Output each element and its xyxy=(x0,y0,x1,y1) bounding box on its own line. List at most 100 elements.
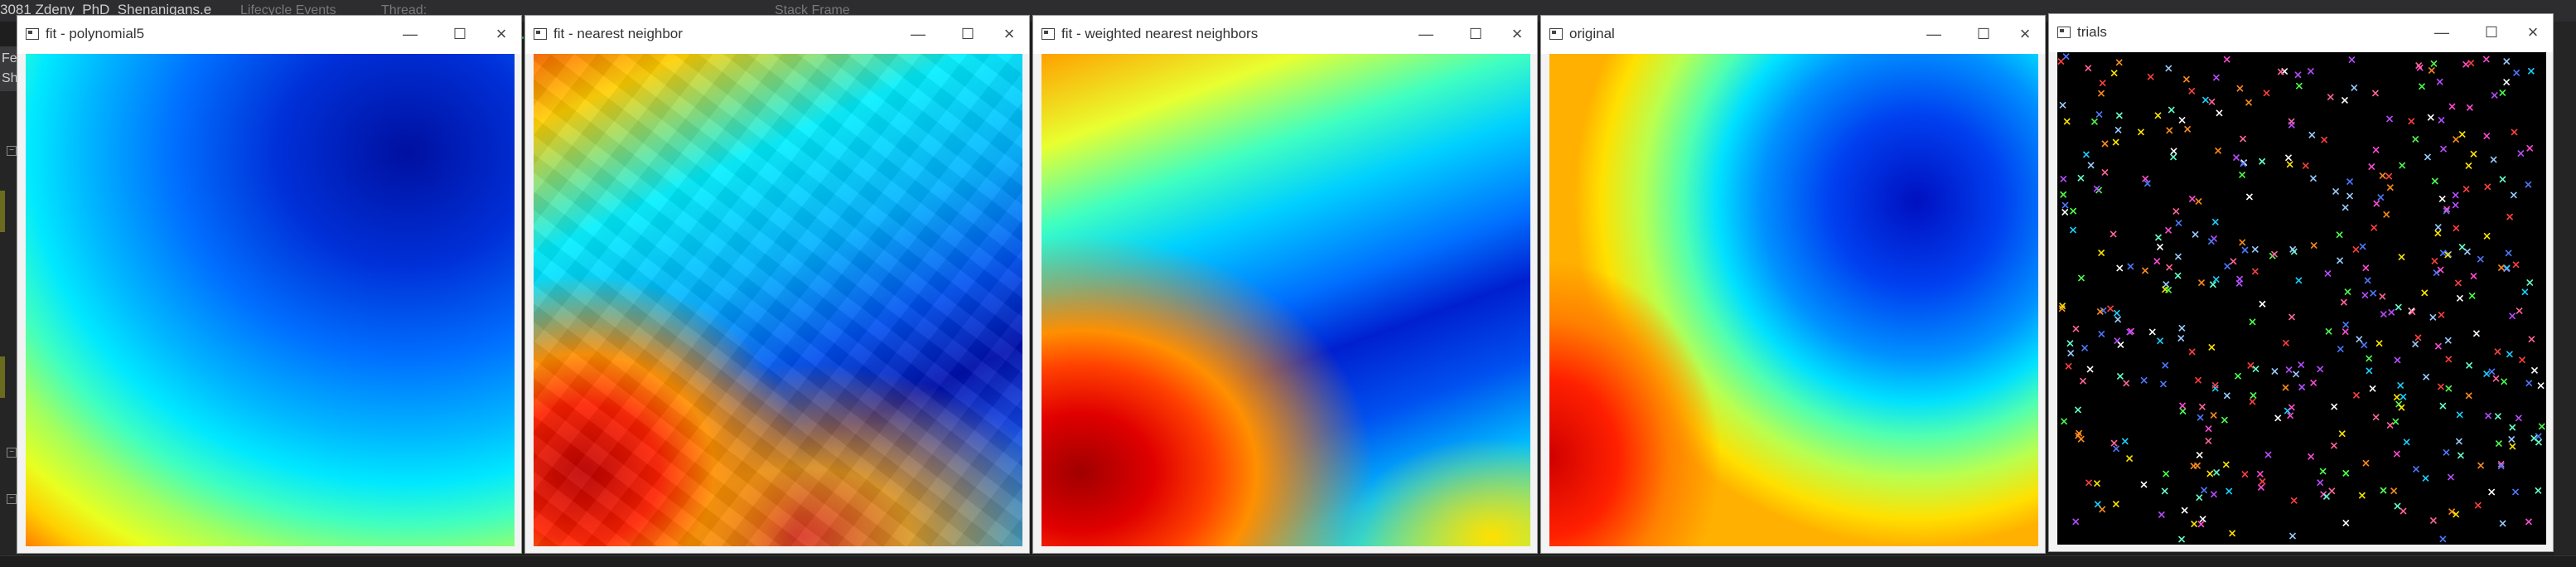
trial-marker xyxy=(2462,61,2470,68)
trial-marker xyxy=(2499,520,2506,527)
trial-marker xyxy=(2205,425,2212,433)
fold-toggle-icon[interactable]: − xyxy=(7,494,17,504)
maximize-icon[interactable]: ☐ xyxy=(2484,24,2499,41)
trial-marker xyxy=(2439,145,2448,153)
trial-marker xyxy=(2330,442,2338,449)
minimize-icon[interactable]: — xyxy=(911,26,926,42)
trial-marker xyxy=(2409,308,2416,316)
trial-marker xyxy=(2196,451,2203,458)
trial-marker xyxy=(2488,368,2496,376)
trial-marker xyxy=(2445,385,2453,392)
trial-marker xyxy=(2452,191,2459,199)
trial-marker xyxy=(2351,84,2358,91)
trial-marker xyxy=(2169,153,2177,161)
trial-marker xyxy=(2259,158,2266,165)
trial-marker xyxy=(2057,58,2065,65)
minimize-icon[interactable]: — xyxy=(1418,26,1433,42)
window-trials[interactable]: trials — ☐ × xyxy=(2048,13,2554,552)
trial-marker xyxy=(2515,414,2522,422)
trial-marker xyxy=(2082,151,2090,158)
trial-marker xyxy=(2236,275,2244,283)
trial-marker xyxy=(2538,423,2545,430)
ide-tab-fe[interactable]: Fe xyxy=(2,51,17,65)
trial-marker xyxy=(2285,366,2293,374)
trial-marker xyxy=(2454,279,2462,287)
window-fit-weighted-nearest-neighbors[interactable]: fit - weighted nearest neighbors — ☐ × xyxy=(1032,15,1538,554)
trial-marker xyxy=(2448,508,2456,516)
trial-marker xyxy=(2148,328,2156,336)
trials-markers xyxy=(2057,53,2545,543)
maximize-icon[interactable]: ☐ xyxy=(960,26,975,42)
window-app-icon xyxy=(2057,27,2071,38)
trial-marker xyxy=(2337,257,2344,264)
window-fit-nearest-neighbor[interactable]: fit - nearest neighbor — ☐ × xyxy=(524,15,1030,554)
trial-marker xyxy=(2458,130,2466,138)
trial-marker xyxy=(2375,340,2383,347)
fold-toggle-icon[interactable]: − xyxy=(7,146,17,156)
trial-marker xyxy=(2317,366,2324,373)
trial-marker xyxy=(2509,313,2516,320)
trial-marker xyxy=(2443,448,2450,456)
trial-marker xyxy=(2310,379,2317,386)
fold-toggle-icon[interactable]: − xyxy=(7,448,17,458)
trial-marker xyxy=(2429,516,2437,524)
trial-marker xyxy=(2438,311,2445,318)
trial-marker xyxy=(2107,305,2114,313)
trial-marker xyxy=(2209,281,2216,288)
trial-marker xyxy=(2453,225,2460,232)
close-icon[interactable]: × xyxy=(2019,23,2031,44)
trial-marker xyxy=(2431,257,2438,264)
trial-marker xyxy=(2427,114,2434,121)
window-titlebar[interactable]: original — ☐ × xyxy=(1541,16,2045,54)
trial-marker xyxy=(2528,336,2535,343)
trial-marker xyxy=(2172,207,2180,215)
trial-marker xyxy=(2192,230,2199,238)
trial-marker xyxy=(2526,144,2534,152)
ide-scrollbar[interactable] xyxy=(2554,22,2576,566)
trial-marker xyxy=(2095,110,2103,119)
trial-marker xyxy=(2370,289,2377,297)
maximize-icon[interactable]: ☐ xyxy=(452,26,467,42)
trial-marker xyxy=(2472,330,2480,337)
trial-marker xyxy=(2077,174,2085,182)
trial-marker xyxy=(2194,376,2202,384)
close-icon[interactable]: × xyxy=(1511,23,1523,44)
trial-marker xyxy=(2437,266,2444,274)
close-icon[interactable]: × xyxy=(2527,22,2539,42)
minimize-icon[interactable]: — xyxy=(1926,26,1941,42)
window-titlebar[interactable]: fit - weighted nearest neighbors — ☐ × xyxy=(1033,16,1537,54)
maximize-icon[interactable]: ☐ xyxy=(1468,26,1483,42)
window-fit-polynomial5[interactable]: fit - polynomial5 — ☐ × xyxy=(17,15,522,554)
maximize-icon[interactable]: ☐ xyxy=(1976,26,1991,42)
trial-marker xyxy=(2386,422,2394,429)
heatmap-image xyxy=(26,54,515,546)
trial-marker xyxy=(2380,311,2387,318)
window-titlebar[interactable]: trials — ☐ × xyxy=(2049,14,2553,52)
trial-marker xyxy=(2377,193,2385,201)
window-original[interactable]: original — ☐ × xyxy=(1540,15,2046,554)
trial-marker xyxy=(2453,511,2460,518)
trial-marker xyxy=(2214,147,2222,154)
minimize-icon[interactable]: — xyxy=(403,26,418,42)
trial-marker xyxy=(2110,439,2118,447)
trial-marker xyxy=(2511,488,2520,496)
trial-marker xyxy=(2213,468,2221,477)
window-titlebar[interactable]: fit - nearest neighbor — ☐ × xyxy=(525,16,1029,54)
trial-marker xyxy=(2331,403,2338,410)
trial-marker xyxy=(2506,213,2514,220)
trial-marker xyxy=(2325,327,2332,335)
close-icon[interactable]: × xyxy=(1003,23,1015,44)
trial-marker xyxy=(2483,370,2491,378)
minimize-icon[interactable]: — xyxy=(2434,24,2449,41)
ide-tab-sh[interactable]: Sh xyxy=(2,71,18,85)
trial-marker xyxy=(2079,377,2087,385)
trial-marker xyxy=(2366,355,2373,362)
trials-scatter-image xyxy=(2057,52,2546,545)
trial-marker xyxy=(2085,65,2092,72)
trial-marker xyxy=(2509,424,2516,431)
close-icon[interactable]: × xyxy=(495,23,507,44)
ide-lifecycle-events[interactable]: Lifecycle Events xyxy=(240,3,336,17)
trial-marker xyxy=(2251,245,2259,253)
window-titlebar[interactable]: fit - polynomial5 — ☐ × xyxy=(17,16,521,54)
trial-marker xyxy=(2121,438,2129,445)
